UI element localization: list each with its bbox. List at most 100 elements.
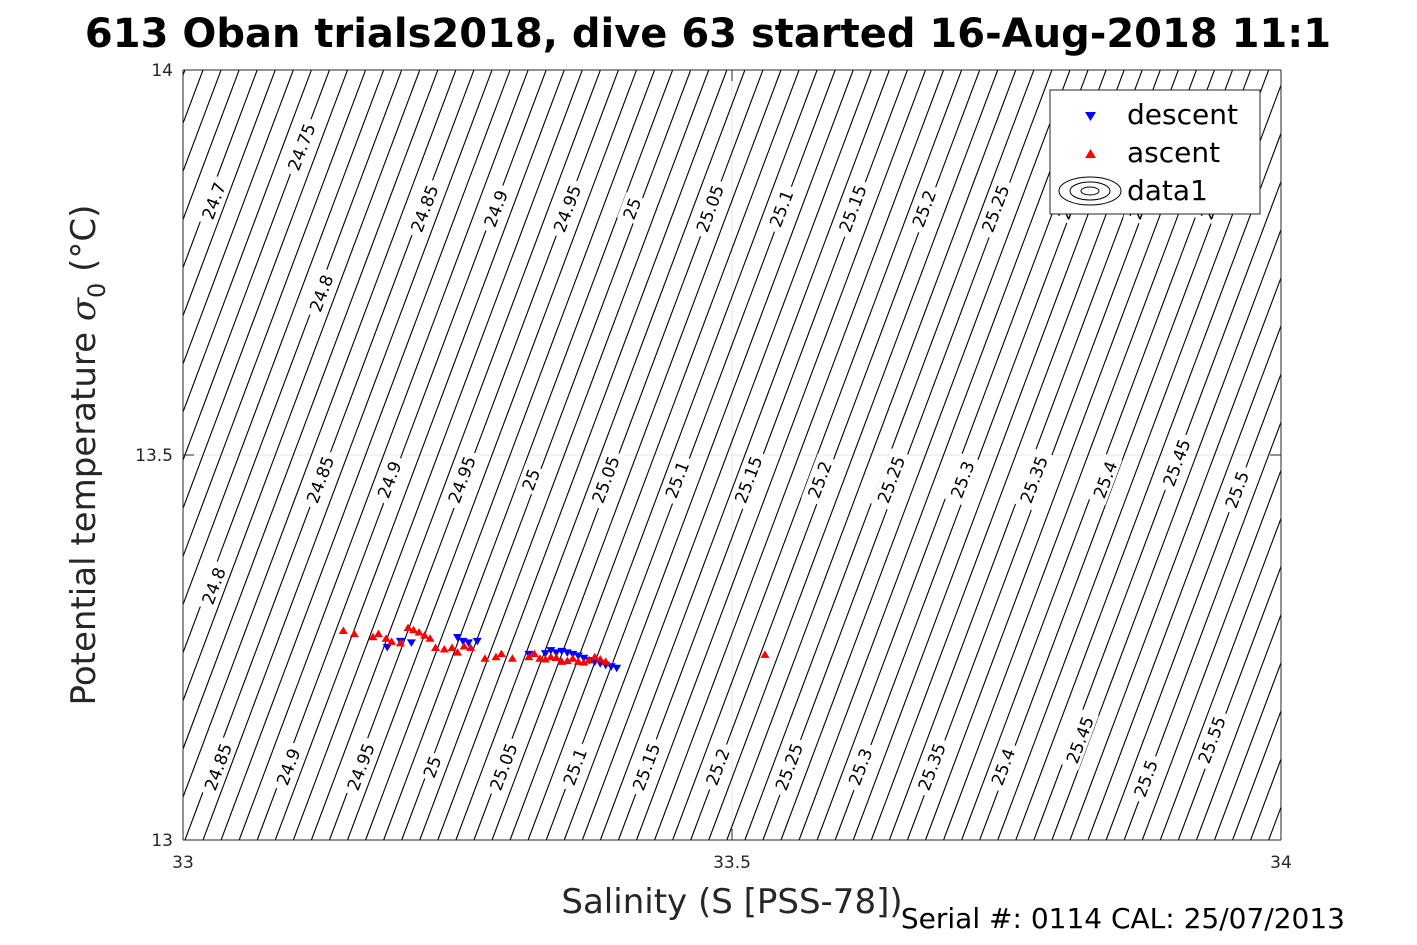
ascent-point — [466, 643, 476, 651]
isopycnal-line — [563, 70, 854, 840]
isopycnal-line — [292, 70, 583, 840]
ascent-point — [459, 641, 469, 650]
isopycnal-line — [1105, 372, 1281, 840]
isopycnal-line — [1287, 70, 1417, 840]
isopycnal-line — [1305, 70, 1417, 840]
isopycnal-line — [1087, 324, 1281, 840]
ascent-point — [387, 637, 397, 645]
ascent-point — [496, 649, 506, 658]
isopycnal-line — [183, 70, 240, 222]
legend-box — [1049, 89, 1261, 215]
descent-point — [453, 633, 462, 642]
descent-point — [573, 652, 583, 660]
isopycnal-line — [1123, 420, 1281, 840]
ascent-point — [562, 656, 572, 665]
ascent-point — [373, 629, 383, 638]
ascent-point — [409, 625, 419, 634]
y-tick-label: 14 — [151, 61, 173, 81]
isopycnal-line — [708, 70, 999, 840]
isopycnal-line — [1141, 468, 1281, 840]
isopycnal-line — [1069, 276, 1281, 840]
isopycnal-line — [581, 70, 872, 840]
isopycnal-line — [1268, 805, 1281, 840]
ascent-point — [540, 655, 550, 663]
isopycnal-line — [183, 70, 367, 559]
y-tick-label: 13 — [151, 831, 173, 851]
legend-data1-label: data1 — [1127, 174, 1208, 207]
ascent-point — [590, 652, 600, 661]
ascent-point — [480, 654, 490, 662]
isopycnal-line — [310, 70, 601, 840]
isopycnal-line — [183, 70, 457, 799]
isopycnal-line — [183, 70, 276, 318]
serial-cal-text: Serial #: 0114 CAL: 25/07/2013 — [901, 902, 1345, 935]
ascent-point — [439, 645, 449, 653]
descent-point — [540, 650, 550, 658]
ascent-point — [535, 654, 545, 662]
y-axis-label-text: Potential temperature — [64, 332, 104, 705]
isopycnal-line — [798, 70, 1089, 840]
legend-descent-marker — [1085, 112, 1096, 121]
isopycnal-line — [726, 70, 1017, 840]
isopycnal-line — [1051, 228, 1281, 840]
isopycnal-line — [1159, 516, 1281, 840]
ascent-point — [595, 655, 605, 663]
descent-point — [551, 649, 561, 657]
isopycnal-line — [1195, 613, 1281, 840]
isopycnal-line — [599, 70, 890, 840]
isopycnal-line — [1341, 70, 1417, 840]
tick-marks — [182, 69, 1282, 841]
isopycnal-line — [220, 70, 511, 840]
svg-text:Potential temperature σ0: Potential temperature σ0 (°C) — [64, 205, 114, 706]
isopycnal-line — [437, 70, 728, 840]
ascent-point — [507, 654, 517, 662]
ascent-point — [546, 652, 556, 661]
isopycnal-line — [780, 70, 1071, 840]
legend: descent ascent data1 — [1049, 89, 1261, 215]
legend-descent-label: descent — [1127, 98, 1238, 131]
ascent-point — [524, 652, 534, 661]
ascent-point — [431, 643, 441, 651]
x-tick-label: 33.5 — [713, 853, 751, 873]
chart-title: 613 Oban trials2018, dive 63 started 16-… — [85, 11, 1331, 57]
isopycnal-line — [347, 70, 637, 840]
descent-point — [546, 647, 556, 655]
isopycnal-line — [183, 70, 421, 703]
isopycnal-line — [509, 70, 800, 840]
ascent-series — [338, 623, 770, 666]
ascent-point — [529, 649, 539, 658]
isopycnal-line — [654, 70, 945, 840]
isopycnal-line — [183, 70, 385, 607]
ascent-point — [349, 629, 359, 638]
y-tick-label: 13.5 — [135, 446, 173, 466]
legend-contour-marker — [1058, 176, 1122, 206]
isopycnal-line — [183, 70, 403, 655]
isopycnal-line — [527, 70, 818, 840]
ascent-point — [568, 654, 578, 662]
ascent-point — [453, 648, 462, 656]
isopycnal-line — [1413, 70, 1417, 840]
isopycnal-line — [365, 70, 656, 840]
y-axis-label-unit: (°C) — [64, 205, 104, 272]
ascent-point — [760, 650, 770, 658]
ascent-point — [573, 657, 583, 665]
isopycnal-line — [1214, 661, 1281, 840]
isopycnal-line — [274, 70, 565, 840]
y-axis-label-symbol: σ — [64, 297, 104, 321]
descent-point — [382, 644, 392, 652]
y-axis-label-subscript: 0 — [83, 283, 111, 298]
ascent-point — [420, 631, 430, 639]
isopycnal-line — [455, 70, 746, 840]
ascent-point — [381, 634, 391, 642]
isopycnal-line — [1395, 70, 1417, 840]
ascent-point — [601, 657, 611, 665]
isopycnal-line — [1177, 564, 1281, 840]
isopycnal-line — [202, 70, 493, 840]
isopycnal-line — [1377, 70, 1417, 840]
ascent-point — [368, 632, 378, 641]
descent-point — [472, 637, 482, 646]
ascent-point — [579, 658, 589, 666]
isopycnal-line — [636, 70, 926, 840]
x-tick-label: 34 — [1270, 853, 1292, 873]
